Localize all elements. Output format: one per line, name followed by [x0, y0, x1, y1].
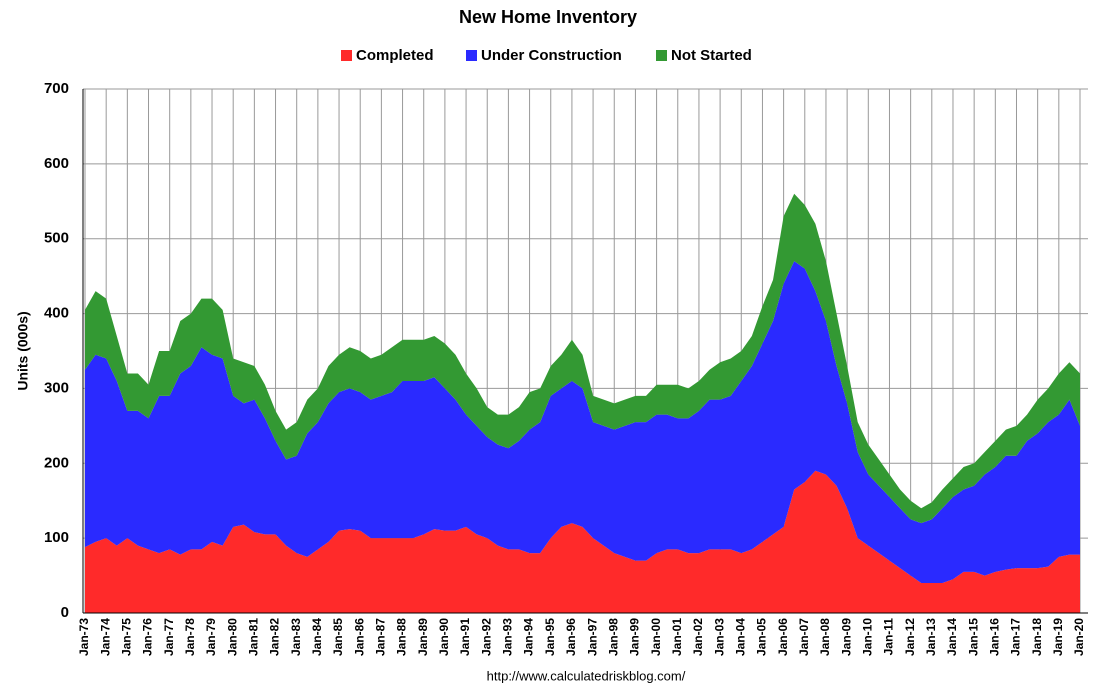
- area: [85, 470, 1080, 613]
- x-tick-label: Jan-76: [141, 618, 155, 656]
- y-tick-label: 600: [44, 155, 69, 172]
- x-tick-label: Jan-06: [776, 618, 790, 656]
- area: [85, 261, 1080, 584]
- x-tick-label: Jan-81: [247, 618, 261, 656]
- chart-title: New Home Inventory: [459, 7, 637, 27]
- y-tick-label: 0: [61, 604, 69, 621]
- y-tick-label: 500: [44, 230, 69, 247]
- legend-label: Not Started: [671, 47, 752, 64]
- y-tick-label: 400: [44, 305, 69, 322]
- x-tick-label: Jan-89: [416, 618, 430, 656]
- y-tick-label: 300: [44, 379, 69, 396]
- x-tick-label: Jan-08: [818, 618, 832, 656]
- legend-label: Under Construction: [481, 47, 622, 64]
- x-tick-label: Jan-09: [839, 618, 853, 656]
- x-tick-label: Jan-20: [1072, 618, 1086, 656]
- x-tick-label: Jan-96: [564, 618, 578, 656]
- x-tick-label: Jan-90: [437, 618, 451, 656]
- source: http://www.calculatedriskblog.com/: [487, 668, 686, 683]
- x-tick-label: Jan-03: [712, 618, 726, 656]
- x-tick-label: Jan-99: [628, 618, 642, 656]
- x-tick-label: Jan-84: [310, 618, 324, 656]
- legend-swatch: [341, 50, 352, 61]
- x-tick-label: Jan-00: [649, 618, 663, 656]
- x-tick-label: Jan-12: [903, 618, 917, 656]
- x-tick-label: Jan-15: [966, 618, 980, 656]
- y-tick-label: 700: [44, 80, 69, 97]
- x-tick-label: Jan-75: [120, 618, 134, 656]
- legend-swatch: [466, 50, 477, 61]
- x-tick-label: Jan-93: [501, 618, 515, 656]
- x-tick-label: Jan-02: [691, 618, 705, 656]
- y-tick-label: 200: [44, 454, 69, 471]
- x-tick-label: Jan-80: [225, 618, 239, 656]
- x-tick-label: Jan-83: [289, 618, 303, 656]
- x-tick-label: Jan-92: [479, 618, 493, 656]
- x-tick-label: Jan-14: [945, 618, 959, 656]
- x-tick-label: Jan-07: [797, 618, 811, 656]
- x-tick-label: Jan-04: [733, 618, 747, 656]
- legend-label: Completed: [356, 47, 434, 64]
- x-tick-label: Jan-11: [882, 618, 896, 656]
- x-tick-label: Jan-18: [1030, 618, 1044, 656]
- x-tick-label: Jan-78: [183, 618, 197, 656]
- x-tick-label: Jan-17: [1009, 618, 1023, 656]
- x-tick-label: Jan-95: [543, 618, 557, 656]
- x-tick-label: Jan-05: [755, 618, 769, 656]
- x-tick-label: Jan-85: [331, 618, 345, 656]
- x-tick-label: Jan-94: [522, 618, 536, 656]
- x-tick-label: Jan-16: [987, 618, 1001, 656]
- x-tick-label: Jan-87: [374, 618, 388, 656]
- x-tick-label: Jan-86: [352, 618, 366, 656]
- x-tick-label: Jan-13: [924, 618, 938, 656]
- x-tick-label: Jan-82: [268, 618, 282, 656]
- y-tick-label: 100: [44, 529, 69, 546]
- y-axis-label: Units (000s): [15, 311, 31, 390]
- x-tick-label: Jan-77: [162, 618, 176, 656]
- x-tick-label: Jan-73: [77, 618, 91, 656]
- area: [85, 193, 1080, 524]
- x-tick-label: Jan-97: [585, 618, 599, 656]
- x-tick-label: Jan-88: [395, 618, 409, 656]
- x-tick-label: Jan-10: [860, 618, 874, 656]
- x-tick-label: Jan-19: [1051, 618, 1065, 656]
- x-tick-label: Jan-91: [458, 618, 472, 656]
- x-tick-label: Jan-79: [204, 618, 218, 656]
- legend-swatch: [656, 50, 667, 61]
- x-tick-label: Jan-74: [98, 618, 112, 656]
- x-tick-label: Jan-98: [606, 618, 620, 656]
- x-tick-label: Jan-01: [670, 618, 684, 656]
